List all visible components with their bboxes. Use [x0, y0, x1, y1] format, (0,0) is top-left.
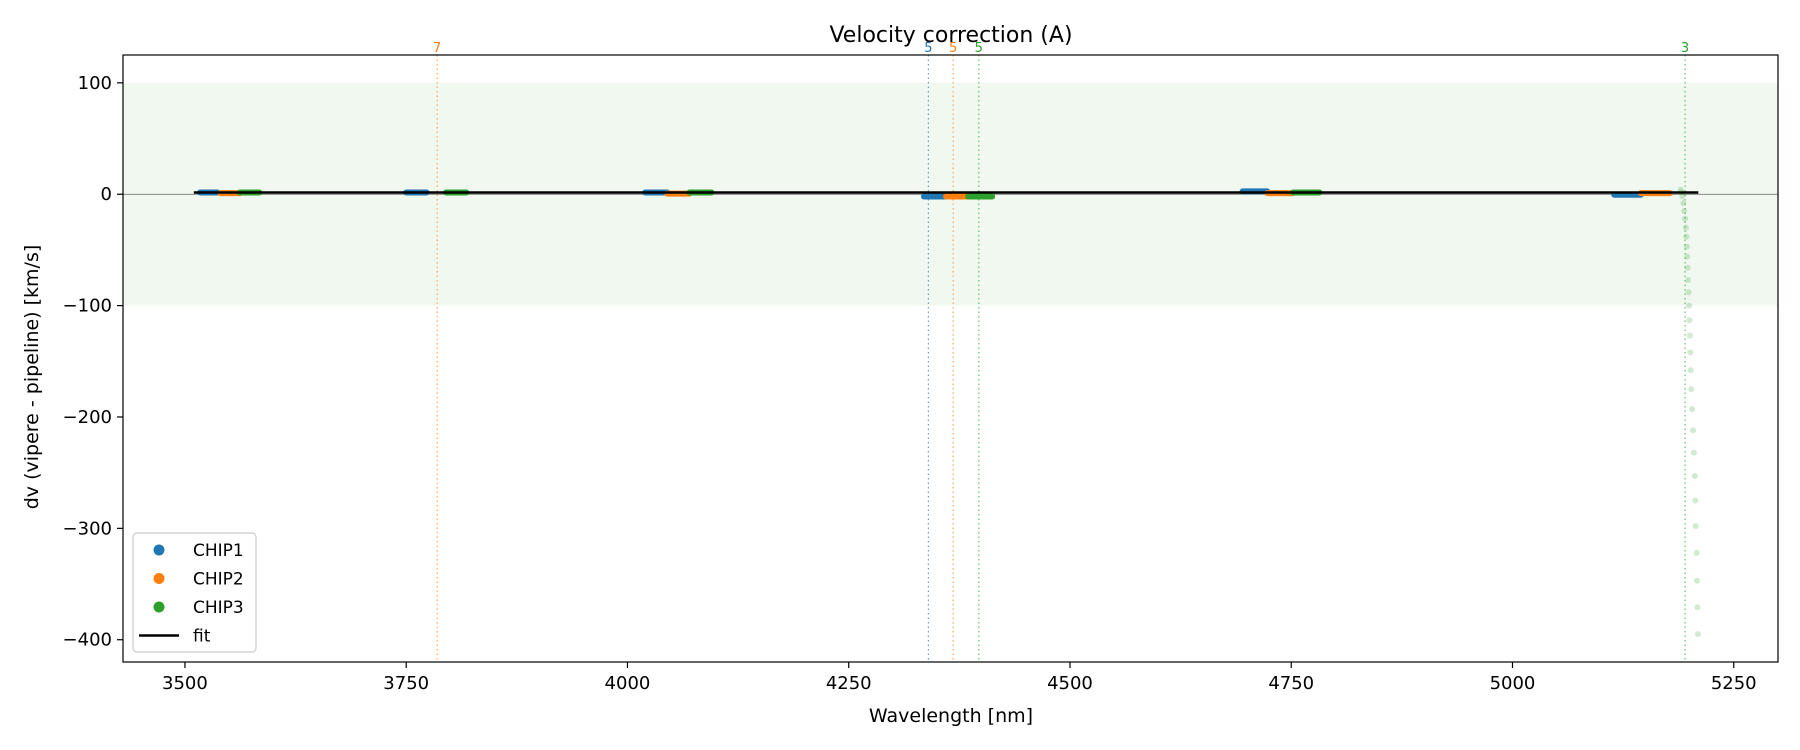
outlier-point [1694, 604, 1701, 611]
order-marker-label: 7 [433, 41, 441, 56]
outlier-point [1684, 253, 1691, 260]
order-marker-label: 5 [949, 41, 957, 56]
x-tick-label: 4250 [826, 673, 872, 694]
outlier-point [1688, 386, 1695, 393]
outlier-point [1689, 406, 1696, 413]
outlier-point [1679, 193, 1686, 200]
axes-frame [122, 54, 1779, 663]
y-tick-label: −300 [63, 518, 112, 539]
outlier-point [1687, 349, 1694, 356]
legend-label: CHIP1 [193, 541, 244, 561]
legend-label: CHIP3 [193, 598, 244, 618]
outlier-point [1680, 200, 1687, 207]
x-tick-label: 4750 [1268, 673, 1314, 694]
y-tick-label: −400 [63, 630, 112, 651]
outlier-point [1683, 233, 1690, 240]
outlier-point [1693, 549, 1700, 556]
outlier-point [1692, 497, 1699, 504]
outlier-point [1690, 427, 1697, 434]
outlier-point [1687, 367, 1694, 374]
outlier-point [1694, 631, 1701, 638]
outlier-point [1686, 317, 1693, 324]
plot-area: 7 5 5 5 3 3500 3750 4000 4250 4500 4750 5000 5250 100… [63, 41, 1779, 694]
x-axis-label: Wavelength [nm] [869, 705, 1033, 727]
y-axis-label: dv (vipere - pipeline) [km/s] [21, 245, 43, 510]
outlier-point [1686, 302, 1693, 309]
x-tick-label: 5000 [1490, 673, 1536, 694]
y-tick-label: 100 [78, 73, 112, 94]
outlier-point [1682, 224, 1689, 231]
x-tick-label: 3500 [162, 673, 208, 694]
outlier-point [1685, 289, 1692, 296]
outlier-point [1691, 473, 1698, 480]
x-tick-label: 4000 [605, 673, 651, 694]
order-marker-label: 3 [1681, 41, 1689, 56]
outlier-point [1682, 215, 1689, 222]
outlier-point [1686, 332, 1693, 339]
y-tick-label: 0 [101, 184, 112, 205]
y-tick-label: −200 [63, 407, 112, 428]
legend-marker-chip3 [153, 601, 165, 613]
x-tick-label: 4500 [1047, 673, 1093, 694]
outlier-point [1685, 276, 1692, 283]
legend-marker-chip2 [153, 573, 165, 584]
order-marker-label: 5 [924, 41, 932, 56]
outlier-point [1684, 264, 1691, 271]
legend-marker-chip1 [153, 544, 165, 556]
x-tick-label: 3750 [383, 673, 429, 694]
y-tick-label: −100 [63, 296, 112, 317]
outlier-point [1690, 449, 1697, 456]
x-tick-label: 5250 [1711, 673, 1757, 694]
chart-title: Velocity correction (A) [829, 23, 1072, 48]
legend-label: fit [193, 627, 211, 647]
outlier-point [1694, 577, 1701, 584]
outlier-point [1677, 186, 1684, 193]
order-marker-label: 5 [975, 41, 983, 56]
outlier-point [1692, 523, 1699, 530]
legend-box [132, 532, 257, 653]
outlier-point [1683, 243, 1690, 250]
legend: CHIP1 CHIP2 CHIP3 fit [132, 532, 257, 653]
outlier-point [1681, 207, 1688, 214]
legend-label: CHIP2 [193, 570, 244, 590]
